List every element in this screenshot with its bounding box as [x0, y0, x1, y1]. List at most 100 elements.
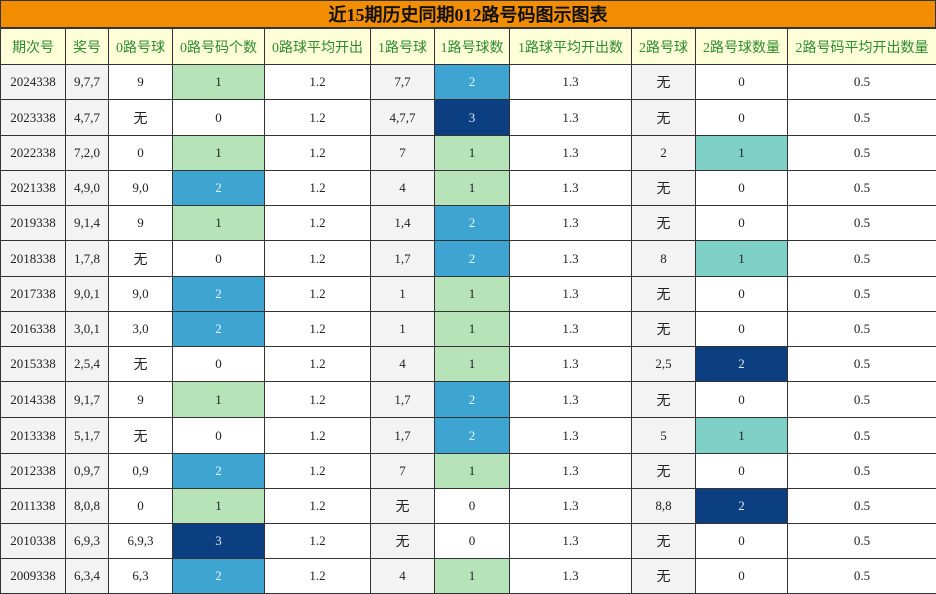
cell-route2-balls: 2,5 — [632, 347, 696, 382]
cell-period: 2015338 — [1, 347, 66, 382]
cell-route1-balls: 4,7,7 — [371, 100, 435, 136]
cell-route0-count: 2 — [173, 454, 265, 489]
cell-route1-count: 3 — [435, 100, 510, 136]
cell-route0-balls: 0,9 — [109, 454, 173, 489]
cell-period: 2011338 — [1, 489, 66, 524]
cell-winning-number: 1,7,8 — [66, 241, 109, 277]
cell-route1-avg: 1.3 — [510, 418, 632, 454]
col-header-route2-avg: 2路号码平均开出数量 — [788, 29, 936, 65]
cell-route0-count: 0 — [173, 241, 265, 277]
cell-route0-avg: 1.2 — [265, 171, 371, 206]
cell-route2-balls: 无 — [632, 454, 696, 489]
cell-route2-count: 0 — [696, 524, 788, 559]
cell-route2-balls: 无 — [632, 206, 696, 241]
cell-route2-avg: 0.5 — [788, 241, 936, 277]
cell-route1-balls: 1,4 — [371, 206, 435, 241]
cell-route0-balls: 无 — [109, 241, 173, 277]
cell-route0-count: 1 — [173, 382, 265, 418]
cell-route1-count: 1 — [435, 347, 510, 382]
cell-route2-balls: 无 — [632, 524, 696, 559]
cell-route1-count: 1 — [435, 136, 510, 171]
cell-route0-count: 2 — [173, 277, 265, 312]
cell-route1-avg: 1.3 — [510, 241, 632, 277]
cell-route1-avg: 1.3 — [510, 524, 632, 559]
cell-route1-balls: 1,7 — [371, 418, 435, 454]
cell-route1-avg: 1.3 — [510, 171, 632, 206]
cell-route2-count: 0 — [696, 559, 788, 594]
cell-route1-count: 0 — [435, 489, 510, 524]
cell-route1-count: 1 — [435, 559, 510, 594]
cell-route0-count: 2 — [173, 312, 265, 347]
cell-route1-balls: 7 — [371, 136, 435, 171]
cell-route0-balls: 9,0 — [109, 171, 173, 206]
cell-route1-avg: 1.3 — [510, 65, 632, 100]
cell-route2-avg: 0.5 — [788, 454, 936, 489]
cell-winning-number: 5,1,7 — [66, 418, 109, 454]
cell-route0-avg: 1.2 — [265, 454, 371, 489]
cell-winning-number: 4,9,0 — [66, 171, 109, 206]
col-header-route1-avg: 1路球平均开出数 — [510, 29, 632, 65]
cell-winning-number: 9,1,7 — [66, 382, 109, 418]
cell-route2-balls: 无 — [632, 65, 696, 100]
cell-period: 2016338 — [1, 312, 66, 347]
cell-route2-avg: 0.5 — [788, 524, 936, 559]
cell-period: 2013338 — [1, 418, 66, 454]
cell-route1-avg: 1.3 — [510, 277, 632, 312]
cell-route0-avg: 1.2 — [265, 100, 371, 136]
cell-route2-avg: 0.5 — [788, 277, 936, 312]
cell-period: 2022338 — [1, 136, 66, 171]
col-header-route0-balls: 0路号球 — [109, 29, 173, 65]
cell-route1-avg: 1.3 — [510, 100, 632, 136]
cell-winning-number: 2,5,4 — [66, 347, 109, 382]
history-table: 期次号 奖号 0路号球 0路号码个数 0路球平均开出 1路号球 1路号球数 1路… — [0, 28, 936, 594]
cell-route1-balls: 4 — [371, 171, 435, 206]
cell-route1-count: 1 — [435, 171, 510, 206]
cell-route2-balls: 5 — [632, 418, 696, 454]
page-title: 近15期历史同期012路号码图示图表 — [0, 0, 936, 28]
cell-route0-avg: 1.2 — [265, 206, 371, 241]
cell-route2-count: 0 — [696, 206, 788, 241]
cell-winning-number: 9,1,4 — [66, 206, 109, 241]
cell-route2-count: 0 — [696, 312, 788, 347]
cell-period: 2017338 — [1, 277, 66, 312]
cell-route2-avg: 0.5 — [788, 206, 936, 241]
cell-route2-avg: 0.5 — [788, 65, 936, 100]
cell-period: 2024338 — [1, 65, 66, 100]
cell-route1-count: 1 — [435, 312, 510, 347]
col-header-route0-avg: 0路球平均开出 — [265, 29, 371, 65]
cell-route0-count: 0 — [173, 100, 265, 136]
cell-route2-avg: 0.5 — [788, 171, 936, 206]
cell-route0-count: 1 — [173, 65, 265, 100]
cell-route2-balls: 无 — [632, 382, 696, 418]
col-header-period: 期次号 — [1, 29, 66, 65]
col-header-route1-balls: 1路号球 — [371, 29, 435, 65]
cell-route2-balls: 无 — [632, 171, 696, 206]
cell-route1-avg: 1.3 — [510, 454, 632, 489]
cell-route0-balls: 0 — [109, 136, 173, 171]
cell-period: 2018338 — [1, 241, 66, 277]
col-header-route2-balls: 2路号球 — [632, 29, 696, 65]
cell-route2-count: 0 — [696, 277, 788, 312]
cell-route0-balls: 9,0 — [109, 277, 173, 312]
cell-period: 2019338 — [1, 206, 66, 241]
cell-route2-balls: 无 — [632, 277, 696, 312]
cell-route2-balls: 8,8 — [632, 489, 696, 524]
cell-winning-number: 9,7,7 — [66, 65, 109, 100]
cell-route1-avg: 1.3 — [510, 206, 632, 241]
cell-route0-avg: 1.2 — [265, 524, 371, 559]
cell-route0-balls: 9 — [109, 65, 173, 100]
cell-period: 2021338 — [1, 171, 66, 206]
cell-period: 2014338 — [1, 382, 66, 418]
cell-route2-count: 0 — [696, 65, 788, 100]
cell-period: 2010338 — [1, 524, 66, 559]
